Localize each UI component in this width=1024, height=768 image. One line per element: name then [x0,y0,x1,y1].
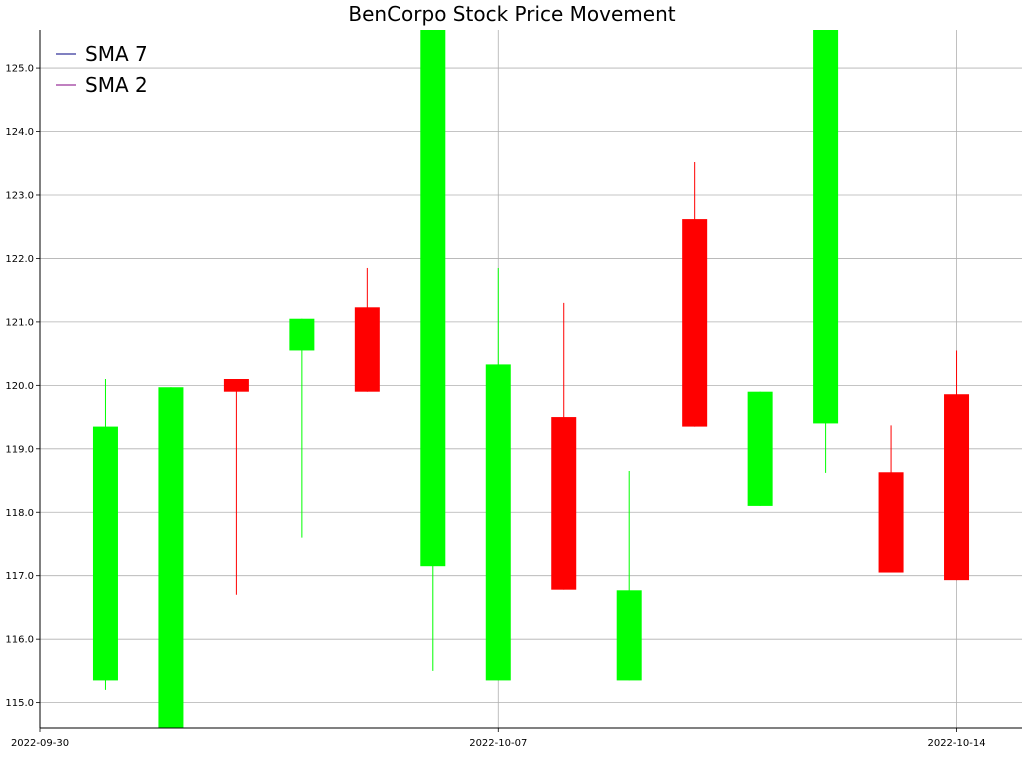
candle-body [551,417,577,590]
candle-body [289,318,315,351]
candles [92,30,970,728]
candle-body [158,387,184,728]
y-tick-label: 116.0 [5,635,34,646]
candle-body [682,219,708,427]
y-tick-label: 123.0 [5,190,34,201]
axes: 115.0 116.0 117.0 118.0 119.0 120.0 121.0 122.0… [5,30,1022,749]
y-tick-label: 115.0 [5,698,34,709]
y-tick-label: 122.0 [5,254,34,265]
candle-body [878,472,904,573]
candle-body [616,590,642,681]
candle-body [354,307,380,392]
y-tick-label: 118.0 [5,508,34,519]
y-tick-label: 124.0 [5,127,34,138]
y-tick-label: 117.0 [5,571,34,582]
y-tick-label: 121.0 [5,317,34,328]
chart-title: BenCorpo Stock Price Movement [348,2,675,26]
candle-body [747,391,773,506]
legend-label: SMA 7 [85,42,148,66]
x-tick-label: 2022-10-07 [469,738,527,749]
legend-label: SMA 2 [85,73,148,97]
x-tick-label: 2022-09-30 [11,738,69,749]
candle-body [92,426,118,681]
candle-body [485,364,511,681]
x-tick-label: 2022-10-14 [927,738,985,749]
candle-body [813,30,839,424]
y-tick-label: 125.0 [5,64,34,75]
candle-body [420,30,446,567]
legend: SMA 7 SMA 2 [56,42,148,97]
y-tick-label: 119.0 [5,444,34,455]
candle-body [223,379,249,392]
grid [39,30,1022,728]
candle-body [944,394,970,581]
y-tick-label: 120.0 [5,381,34,392]
